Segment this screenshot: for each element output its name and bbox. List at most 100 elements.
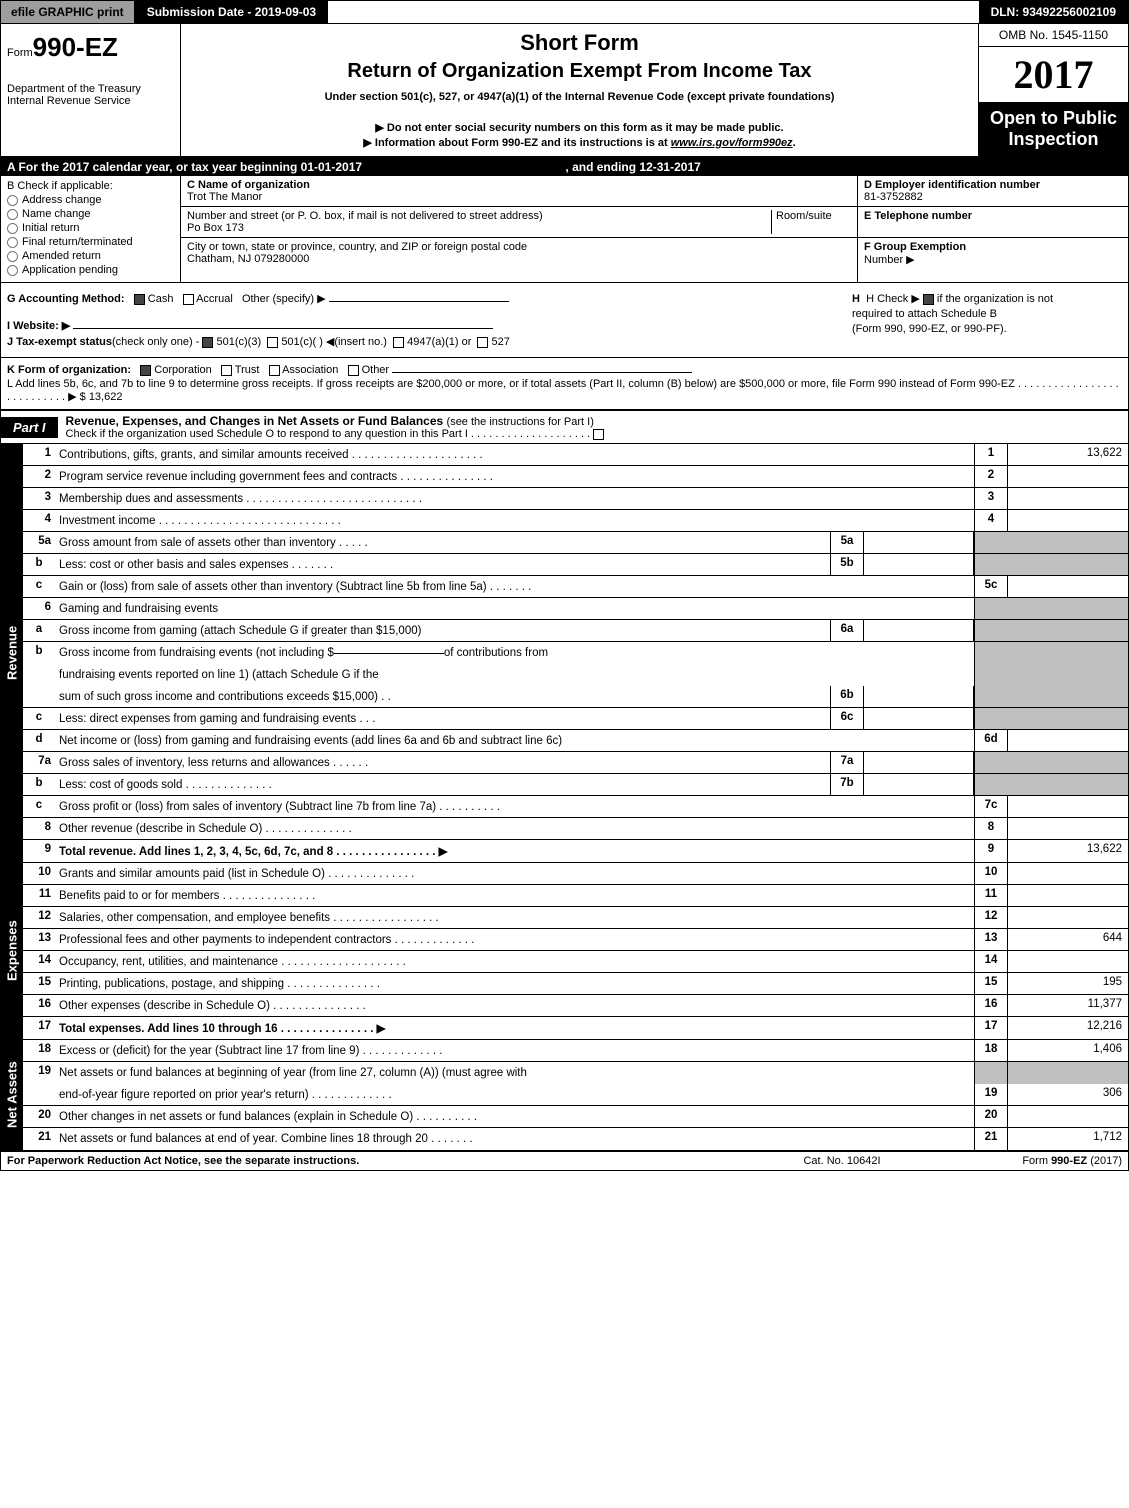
irs-label: Internal Revenue Service <box>7 95 174 107</box>
form-word: Form <box>7 47 33 59</box>
year-cell: OMB No. 1545-1150 2017 Open to Public In… <box>978 24 1128 156</box>
l-row: L Add lines 5b, 6c, and 7b to line 9 to … <box>7 378 1122 403</box>
irs-link[interactable]: www.irs.gov/form990ez <box>671 137 793 149</box>
line-7c-value <box>1008 796 1128 817</box>
f-label-2: Number ▶ <box>864 253 1122 266</box>
check-schedule-o[interactable] <box>593 429 604 440</box>
net-assets-section: Net Assets 18Excess or (deficit) for the… <box>1 1040 1128 1152</box>
line-16-value: 11,377 <box>1008 995 1128 1016</box>
check-501c[interactable] <box>267 337 278 348</box>
org-city: Chatham, NJ 079280000 <box>187 253 851 265</box>
i-row: I Website: ▶ <box>7 319 852 332</box>
check-accrual[interactable] <box>183 294 194 305</box>
efile-print-button[interactable]: efile GRAPHIC print <box>1 1 135 23</box>
k-row: K Form of organization: Corporation Trus… <box>7 364 1122 376</box>
part1-title: Revenue, Expenses, and Changes in Net As… <box>58 411 613 443</box>
expenses-label: Expenses <box>1 863 23 1039</box>
line-19-value: 306 <box>1008 1084 1128 1105</box>
check-final-return[interactable]: Final return/terminated <box>7 236 174 248</box>
revenue-section: Revenue 1Contributions, gifts, grants, a… <box>1 444 1128 863</box>
line-11-value <box>1008 885 1128 906</box>
line-14-value <box>1008 951 1128 972</box>
part1-header: Part I Revenue, Expenses, and Changes in… <box>1 411 1128 444</box>
line-8-value <box>1008 818 1128 839</box>
line-15-value: 195 <box>1008 973 1128 994</box>
ghij-row: G Accounting Method: Cash Accrual Other … <box>1 283 1128 358</box>
line-9-value: 13,622 <box>1008 840 1128 862</box>
instruct-2: ▶ Information about Form 990-EZ and its … <box>187 136 972 149</box>
net-assets-label: Net Assets <box>1 1040 23 1150</box>
page-footer: For Paperwork Reduction Act Notice, see … <box>1 1152 1128 1170</box>
check-initial-return[interactable]: Initial return <box>7 222 174 234</box>
revenue-label: Revenue <box>1 444 23 862</box>
check-name-change[interactable]: Name change <box>7 208 174 220</box>
line-5c-value <box>1008 576 1128 597</box>
top-bar: efile GRAPHIC print Submission Date - 20… <box>1 1 1128 24</box>
check-527[interactable] <box>477 337 488 348</box>
check-cash[interactable] <box>134 294 145 305</box>
check-application-pending[interactable]: Application pending <box>7 264 174 276</box>
d-label: D Employer identification number <box>864 179 1122 191</box>
line-4-value <box>1008 510 1128 531</box>
check-other[interactable] <box>348 365 359 376</box>
dept-treasury: Department of the Treasury <box>7 83 174 95</box>
c-addr-label: Number and street (or P. O. box, if mail… <box>187 210 543 222</box>
section-a: A For the 2017 calendar year, or tax yea… <box>1 158 1128 176</box>
room-suite-label: Room/suite <box>771 210 851 234</box>
line-12-value <box>1008 907 1128 928</box>
def-column: D Employer identification number 81-3752… <box>858 176 1128 282</box>
b-label: B Check if applicable: <box>7 180 174 192</box>
c-column: C Name of organization Trot The Manor Nu… <box>181 176 858 282</box>
cat-no: Cat. No. 10642I <box>742 1155 942 1167</box>
kl-row: K Form of organization: Corporation Trus… <box>1 358 1128 411</box>
check-501c3[interactable] <box>202 337 213 348</box>
check-amended-return[interactable]: Amended return <box>7 250 174 262</box>
line-17-value: 12,216 <box>1008 1017 1128 1039</box>
line-1-value: 13,622 <box>1008 444 1128 465</box>
submission-date-label: Submission Date - 2019-09-03 <box>135 1 328 23</box>
line-10-value <box>1008 863 1128 884</box>
g-row: G Accounting Method: Cash Accrual Other … <box>7 292 852 305</box>
check-h[interactable] <box>923 294 934 305</box>
check-trust[interactable] <box>221 365 232 376</box>
bcdef-row: B Check if applicable: Address change Na… <box>1 176 1128 283</box>
org-name: Trot The Manor <box>187 191 851 203</box>
return-title: Return of Organization Exempt From Incom… <box>187 60 972 83</box>
form-number-cell: Form990-EZ Department of the Treasury In… <box>1 24 181 156</box>
omb-number: OMB No. 1545-1150 <box>979 24 1128 47</box>
dln-label: DLN: 93492256002109 <box>979 1 1128 23</box>
expenses-section: Expenses 10Grants and similar amounts pa… <box>1 863 1128 1040</box>
check-address-change[interactable]: Address change <box>7 194 174 206</box>
form-ref: Form 990-EZ (2017) <box>942 1155 1122 1167</box>
line-6d-value <box>1008 730 1128 751</box>
form-container: efile GRAPHIC print Submission Date - 20… <box>0 0 1129 1171</box>
j-row: J Tax-exempt status(check only one) - 50… <box>7 335 852 348</box>
tax-year: 2017 <box>979 47 1128 102</box>
check-corporation[interactable] <box>140 365 151 376</box>
paperwork-notice: For Paperwork Reduction Act Notice, see … <box>7 1155 742 1167</box>
org-address: Po Box 173 <box>187 222 771 234</box>
under-section: Under section 501(c), 527, or 4947(a)(1)… <box>187 91 972 103</box>
c-city-label: City or town, state or province, country… <box>187 241 851 253</box>
line-18-value: 1,406 <box>1008 1040 1128 1061</box>
form-number: 990-EZ <box>33 32 118 62</box>
line-3-value <box>1008 488 1128 509</box>
part1-tab: Part I <box>1 417 58 438</box>
check-association[interactable] <box>269 365 280 376</box>
short-form-title: Short Form <box>187 30 972 56</box>
open-to-public: Open to Public Inspection <box>979 102 1128 156</box>
check-4947[interactable] <box>393 337 404 348</box>
e-label: E Telephone number <box>864 210 1122 222</box>
form-header: Form990-EZ Department of the Treasury In… <box>1 24 1128 158</box>
line-21-value: 1,712 <box>1008 1128 1128 1150</box>
ein-value: 81-3752882 <box>864 191 1122 203</box>
line-2-value <box>1008 466 1128 487</box>
line-20-value <box>1008 1106 1128 1127</box>
title-cell: Short Form Return of Organization Exempt… <box>181 24 978 156</box>
line-13-value: 644 <box>1008 929 1128 950</box>
h-block: H H Check ▶ if the organization is not r… <box>852 289 1122 351</box>
f-label: F Group Exemption <box>864 241 966 253</box>
c-name-label: C Name of organization <box>187 179 851 191</box>
b-column: B Check if applicable: Address change Na… <box>1 176 181 282</box>
instruct-1: ▶ Do not enter social security numbers o… <box>187 121 972 134</box>
